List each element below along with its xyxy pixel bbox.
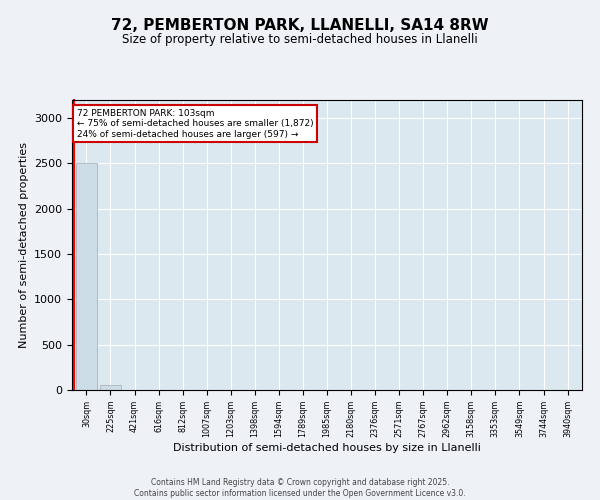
Bar xyxy=(76,164,97,390)
Text: 72 PEMBERTON PARK: 103sqm
← 75% of semi-detached houses are smaller (1,872)
24% : 72 PEMBERTON PARK: 103sqm ← 75% of semi-… xyxy=(77,108,314,138)
Text: Size of property relative to semi-detached houses in Llanelli: Size of property relative to semi-detach… xyxy=(122,32,478,46)
Text: Contains HM Land Registry data © Crown copyright and database right 2025.
Contai: Contains HM Land Registry data © Crown c… xyxy=(134,478,466,498)
Y-axis label: Number of semi-detached properties: Number of semi-detached properties xyxy=(19,142,29,348)
Text: 72, PEMBERTON PARK, LLANELLI, SA14 8RW: 72, PEMBERTON PARK, LLANELLI, SA14 8RW xyxy=(111,18,489,32)
X-axis label: Distribution of semi-detached houses by size in Llanelli: Distribution of semi-detached houses by … xyxy=(173,443,481,453)
Bar xyxy=(100,386,121,390)
